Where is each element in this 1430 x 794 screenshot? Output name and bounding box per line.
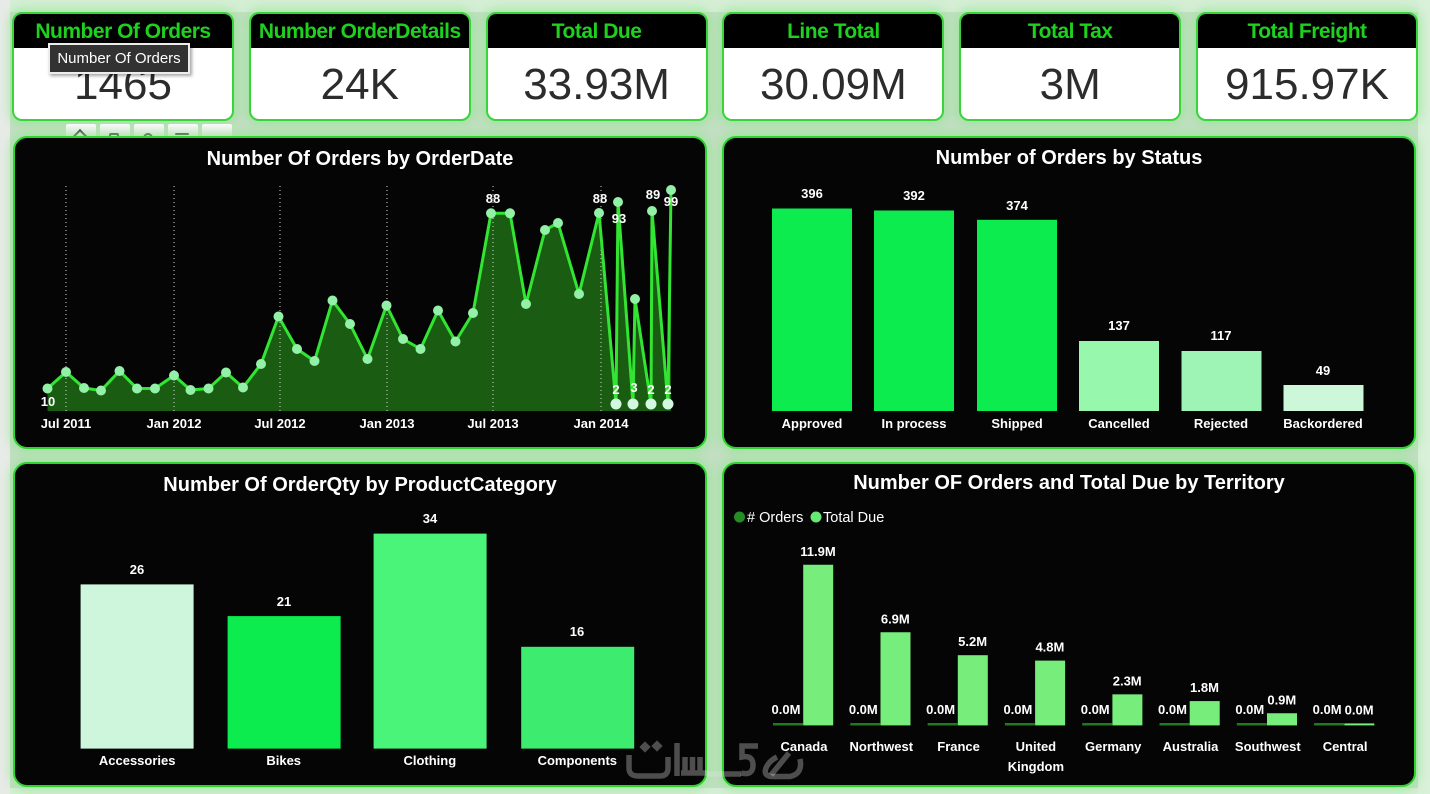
svg-text:6.9M: 6.9M [881,611,910,626]
svg-text:11.9M: 11.9M [800,544,835,559]
svg-text:Bikes: Bikes [266,753,301,768]
svg-text:Jul 2013: Jul 2013 [467,416,518,431]
svg-text:Accessories: Accessories [99,753,176,768]
svg-text:1.8M: 1.8M [1190,680,1219,695]
svg-text:10: 10 [41,394,55,409]
svg-text:Southwest: Southwest [1235,739,1301,754]
svg-text:United: United [1016,739,1057,754]
svg-text:93: 93 [612,211,626,226]
svg-text:89: 89 [646,187,660,202]
svg-text:Components: Components [538,753,617,768]
svg-text:Clothing: Clothing [403,753,456,768]
svg-text:21: 21 [277,594,291,609]
svg-text:374: 374 [1006,198,1028,213]
svg-text:Number OF Orders and Total Due: Number OF Orders and Total Due by Territ… [853,472,1285,494]
svg-text:Rejected: Rejected [1194,416,1248,431]
svg-text:0.0M: 0.0M [1158,702,1187,717]
svg-text:0.0M: 0.0M [1313,702,1342,717]
svg-text:In process: In process [881,416,946,431]
svg-text:Jul 2012: Jul 2012 [254,416,305,431]
svg-text:Australia: Australia [1163,739,1219,754]
svg-text:Shipped: Shipped [991,416,1042,431]
svg-text:5.2M: 5.2M [958,634,987,649]
svg-text:396: 396 [801,186,823,201]
svg-text:2: 2 [647,382,654,397]
svg-text:Approved: Approved [782,416,843,431]
svg-text:0.0M: 0.0M [772,702,801,717]
svg-text:Backordered: Backordered [1283,416,1363,431]
svg-text:# Orders: # Orders [747,510,803,526]
svg-text:392: 392 [903,188,925,203]
svg-text:Total Due: Total Due [823,510,884,526]
svg-text:2: 2 [612,382,619,397]
svg-text:2: 2 [664,382,671,397]
svg-text:0.0M: 0.0M [1003,702,1032,717]
svg-text:49: 49 [1316,363,1330,378]
svg-text:137: 137 [1108,318,1130,333]
svg-text:Jan 2012: Jan 2012 [147,416,202,431]
svg-text:0.0M: 0.0M [1081,702,1110,717]
svg-text:0.9M: 0.9M [1267,692,1296,707]
svg-text:Jul 2011: Jul 2011 [41,416,92,431]
svg-text:Jan 2014: Jan 2014 [574,416,630,431]
svg-text:16: 16 [570,624,584,639]
svg-text:2.3M: 2.3M [1113,673,1142,688]
svg-text:4.8M: 4.8M [1035,640,1064,655]
svg-text:Number Of Orders by OrderDate: Number Of Orders by OrderDate [207,148,514,170]
svg-text:Number Of OrderQty by ProductC: Number Of OrderQty by ProductCategory [163,474,557,496]
svg-text:France: France [937,739,980,754]
svg-text:88: 88 [486,191,500,206]
svg-text:34: 34 [423,511,438,526]
svg-text:0.0M: 0.0M [1235,702,1264,717]
svg-text:26: 26 [130,562,144,577]
svg-text:0.0M: 0.0M [1345,702,1374,717]
svg-text:Number of Orders by Status: Number of Orders by Status [936,147,1203,169]
svg-text:Cancelled: Cancelled [1088,416,1149,431]
svg-text:Kingdom: Kingdom [1008,759,1064,774]
svg-text:Central: Central [1323,739,1368,754]
svg-text:Germany: Germany [1085,739,1142,754]
svg-text:117: 117 [1211,328,1232,343]
svg-text:0.0M: 0.0M [849,702,878,717]
svg-text:0.0M: 0.0M [926,702,955,717]
svg-text:3: 3 [630,380,637,395]
svg-text:Northwest: Northwest [850,739,914,754]
svg-text:99: 99 [664,194,678,209]
svg-text:88: 88 [593,191,607,206]
svg-text:Jan 2013: Jan 2013 [360,416,415,431]
svg-text:Canada: Canada [781,739,829,754]
